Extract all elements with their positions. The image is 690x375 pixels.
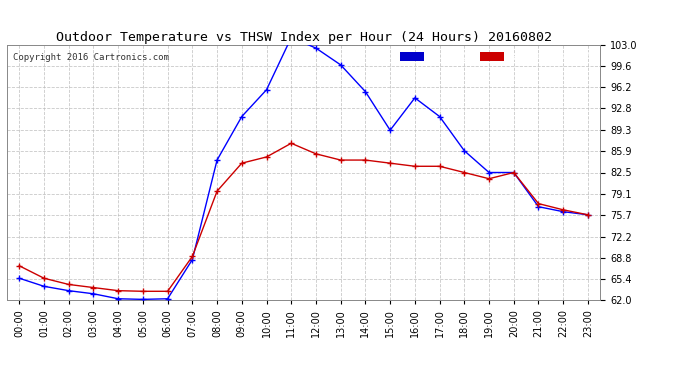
Legend: THSW  (°F), Temperature  (°F): THSW (°F), Temperature (°F) [397, 50, 595, 64]
Title: Outdoor Temperature vs THSW Index per Hour (24 Hours) 20160802: Outdoor Temperature vs THSW Index per Ho… [56, 31, 551, 44]
Text: Copyright 2016 Cartronics.com: Copyright 2016 Cartronics.com [13, 53, 169, 62]
